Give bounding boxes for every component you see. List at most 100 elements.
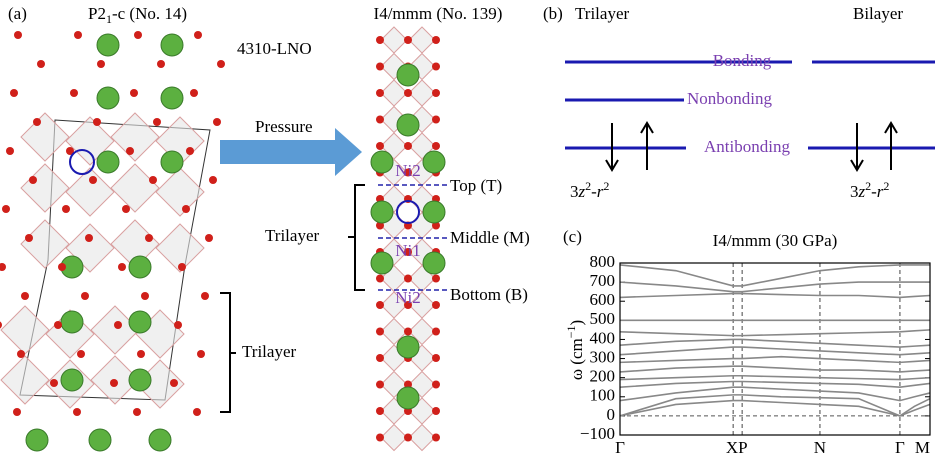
- oxygen: [54, 321, 62, 329]
- la-atom: [60, 310, 84, 334]
- ni-label: Ni2: [395, 288, 421, 307]
- oxygen: [376, 62, 384, 71]
- oxygen: [376, 274, 384, 283]
- octahedron: [110, 112, 160, 162]
- oxygen: [2, 205, 10, 213]
- chart-title: I4/mmm (30 GPa): [713, 231, 838, 250]
- y-tick-label: 800: [590, 252, 616, 271]
- band: [619, 394, 931, 417]
- band: [619, 346, 931, 356]
- oxygen: [376, 407, 384, 415]
- oxygen: [376, 327, 384, 336]
- oxygen: [133, 408, 141, 416]
- panel-label: (b): [543, 4, 563, 23]
- compound-label: 4310-LNO: [237, 39, 312, 58]
- octahedron: [20, 112, 70, 162]
- la-atom: [396, 63, 420, 87]
- oxygen: [376, 142, 384, 150]
- oxygen: [85, 234, 93, 242]
- oxygen: [197, 350, 205, 358]
- label-bg: [686, 139, 808, 157]
- oxygen: [93, 118, 101, 126]
- oxygen: [376, 354, 384, 362]
- oxygen: [174, 321, 182, 329]
- oxygen: [130, 89, 138, 97]
- la-atom: [96, 33, 120, 57]
- oxygen: [432, 433, 440, 442]
- band: [619, 338, 931, 348]
- y-tick-label: 0: [607, 405, 616, 424]
- oxygen: [190, 89, 198, 97]
- la-atom: [370, 150, 394, 174]
- oxygen: [157, 60, 165, 68]
- trilayer-label: Trilayer: [242, 342, 296, 361]
- orbital-label: 3z2-r2: [570, 179, 609, 201]
- panel-label: (a): [8, 4, 27, 23]
- octahedron: [0, 305, 50, 355]
- column-header: Trilayer: [575, 4, 629, 23]
- oxygen: [62, 205, 70, 213]
- oxygen: [432, 36, 440, 44]
- octahedron: [155, 223, 205, 273]
- oxygen: [33, 118, 41, 126]
- oxygen: [0, 321, 2, 329]
- oxygen: [376, 115, 384, 124]
- oxygen: [432, 142, 440, 150]
- oxygen: [10, 89, 18, 97]
- plot-frame: [619, 262, 931, 436]
- band: [619, 281, 930, 293]
- oxygen: [404, 36, 412, 44]
- oxygen: [141, 292, 149, 300]
- oxygen: [110, 379, 118, 387]
- oxygen: [58, 263, 66, 271]
- x-tick-label: X: [726, 438, 738, 457]
- arrow-label: Pressure: [255, 117, 313, 136]
- oxygen: [73, 408, 81, 416]
- y-tick-label: 500: [590, 309, 616, 328]
- oxygen: [376, 301, 384, 309]
- band: [619, 399, 931, 417]
- y-tick-label: 300: [590, 347, 616, 366]
- oxygen: [213, 118, 221, 126]
- la-atom: [160, 33, 184, 57]
- band: [619, 329, 931, 337]
- band: [619, 355, 931, 364]
- layer-label: Top (T): [450, 176, 502, 195]
- oxygen: [50, 379, 58, 387]
- oxygen: [209, 176, 217, 184]
- layer-label: Middle (M): [450, 228, 530, 247]
- oxygen: [126, 147, 134, 155]
- oxygen: [114, 321, 122, 329]
- layer-label: Bottom (B): [450, 285, 528, 304]
- column-header: Bilayer: [853, 4, 903, 23]
- ni-label: Ni2: [395, 161, 421, 180]
- y-tick-label: 200: [590, 367, 616, 386]
- oxygen: [186, 147, 194, 155]
- oxygen: [66, 147, 74, 155]
- la-atom: [396, 113, 420, 137]
- structures: [0, 26, 446, 452]
- oxygen: [182, 205, 190, 213]
- octahedron: [0, 355, 50, 405]
- oxygen: [205, 234, 213, 242]
- oxygen: [170, 379, 178, 387]
- bracket: [348, 184, 365, 291]
- oxygen: [404, 327, 412, 336]
- oxygen: [137, 350, 145, 358]
- oxygen: [432, 327, 440, 336]
- highlight: [396, 200, 420, 224]
- oxygen: [178, 263, 186, 271]
- oxygen: [6, 147, 14, 155]
- oxygen: [0, 263, 6, 271]
- band: [619, 374, 931, 381]
- trilayer-label: Trilayer: [265, 226, 319, 245]
- la-atom: [160, 150, 184, 174]
- oxygen: [153, 118, 161, 126]
- panel-label: (c): [563, 227, 582, 246]
- level-label: Nonbonding: [687, 89, 773, 108]
- oxygen: [25, 234, 33, 242]
- oxygen: [194, 31, 202, 39]
- band: [619, 365, 931, 373]
- octahedron: [65, 167, 115, 217]
- oxygen: [432, 115, 440, 124]
